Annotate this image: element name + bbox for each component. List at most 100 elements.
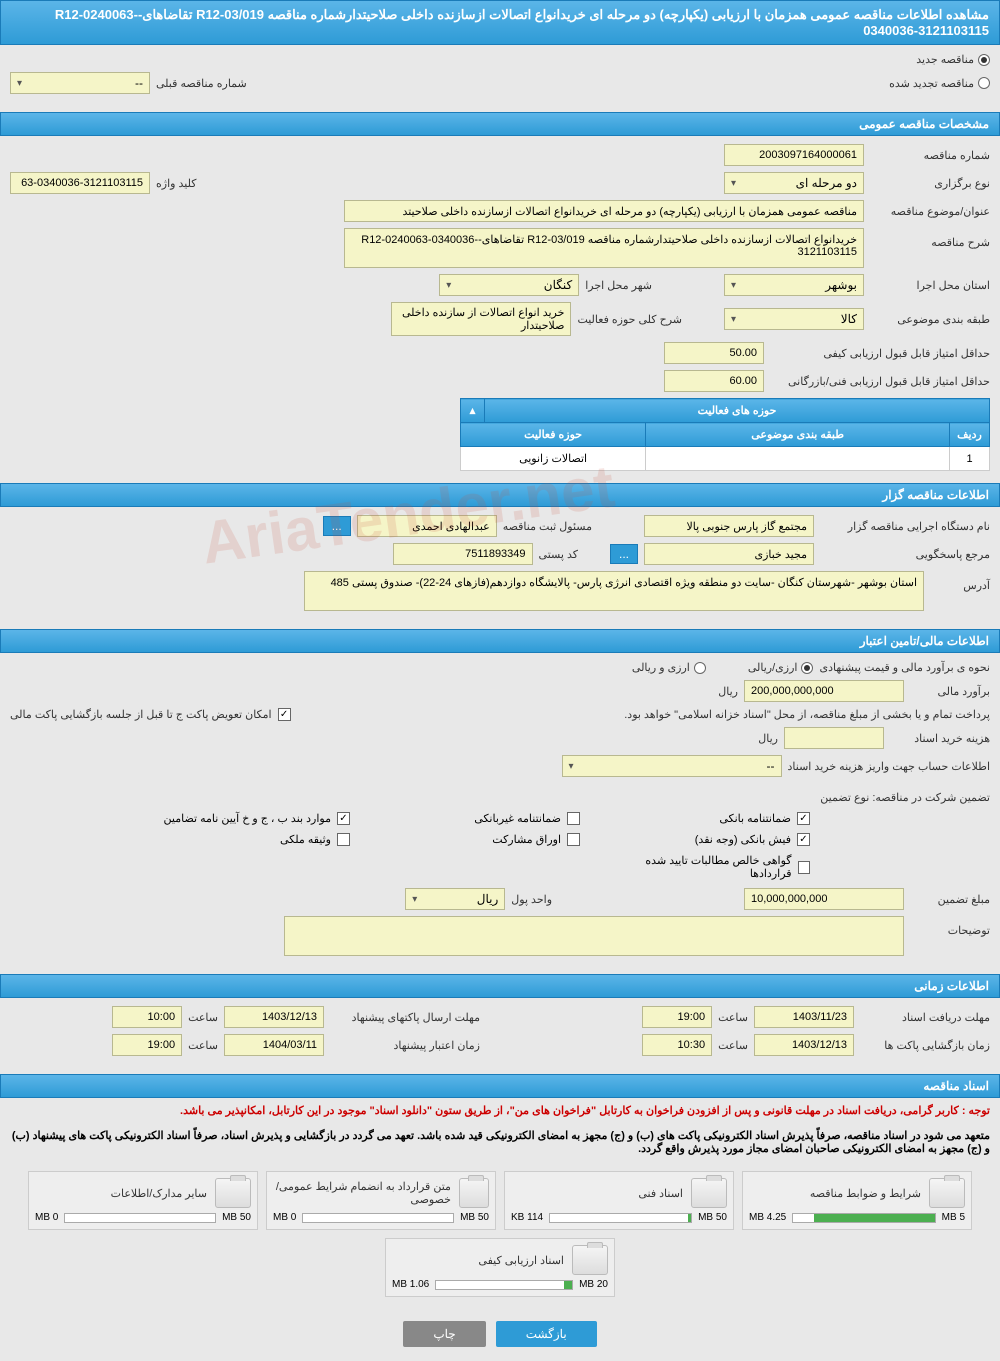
- file-title: سایر مدارک/اطلاعات: [111, 1187, 207, 1200]
- guarantee-amount-label: مبلغ تضمین: [910, 893, 990, 906]
- table-row: 1اتصالات زانویی: [461, 447, 990, 471]
- file-box[interactable]: اسناد ارزیابی کیفی 20 MB 1.06 MB: [385, 1238, 615, 1297]
- province-dropdown[interactable]: بوشهر ▾: [724, 274, 864, 296]
- section-organizer-label: اطلاعات مناقصه گزار: [882, 488, 989, 502]
- file-box[interactable]: سایر مدارک/اطلاعات 50 MB 0 MB: [28, 1171, 258, 1230]
- opening-date: 1403/12/13: [754, 1034, 854, 1056]
- check-items-bpjkh[interactable]: موارد بند ب ، ج و خ آیین نامه تضامین: [150, 812, 350, 825]
- back-button[interactable]: بازگشت: [496, 1321, 597, 1347]
- check-bank-guarantee[interactable]: ضمانتنامه بانکی: [610, 812, 810, 825]
- file-size: 114 KB: [511, 1212, 543, 1223]
- progress-bar: [792, 1213, 935, 1223]
- collapse-icon[interactable]: ▴: [461, 399, 485, 423]
- file-size: 1.06 MB: [392, 1279, 429, 1290]
- swap-checkbox[interactable]: [278, 708, 291, 721]
- warning-2: متعهد می شود در اسناد مناقصه، صرفاً پذیر…: [0, 1123, 1000, 1161]
- account-info-dropdown[interactable]: -- ▾: [562, 755, 782, 777]
- file-max: 50 MB: [460, 1212, 489, 1223]
- category-dropdown[interactable]: کالا ▾: [724, 308, 864, 330]
- activity-scope-label: شرح کلی حوزه فعالیت: [577, 313, 682, 326]
- radio-circle-icon: [801, 662, 813, 674]
- prev-number-dropdown[interactable]: -- ▾: [10, 72, 150, 94]
- city-dropdown[interactable]: کنگان ▾: [439, 274, 579, 296]
- progress-bar: [302, 1213, 454, 1223]
- swap-note-label: امکان تعویض پاکت ج تا قبل از جلسه بازگشا…: [10, 708, 272, 721]
- file-title: شرایط و ضوابط مناقصه: [810, 1187, 921, 1200]
- progress-bar: [435, 1280, 573, 1290]
- chevron-down-icon: ▾: [412, 894, 417, 905]
- postal-code-field: 7511893349: [393, 543, 533, 565]
- radio-circle-icon: [694, 662, 706, 674]
- file-max: 50 MB: [698, 1212, 727, 1223]
- keyword-field: 63-0340036-3121103115: [10, 172, 150, 194]
- currency-unit-label: واحد پول: [511, 893, 552, 906]
- doc-cost-label: هزینه خرید اسناد: [890, 732, 990, 745]
- exec-device-field: مجتمع گاز پارس جنوبی پالا: [644, 515, 814, 537]
- estimate-unit: ریال: [718, 685, 738, 698]
- new-tender-label: مناقصه جدید: [916, 53, 974, 66]
- activity-table: حوزه های فعالیت ▴ ردیف طبقه بندی موضوعی …: [460, 398, 990, 471]
- holding-type-dropdown[interactable]: دو مرحله ای ▾: [724, 172, 864, 194]
- registrar-lookup-button[interactable]: ...: [323, 516, 351, 536]
- check-contract-receivables[interactable]: گواهی خالص مطالبات تایید شده قراردادها: [610, 854, 810, 880]
- doc-deadline-date: 1403/11/23: [754, 1006, 854, 1028]
- send-deadline-time: 10:00: [112, 1006, 182, 1028]
- doc-cost-unit: ریال: [758, 732, 778, 745]
- doc-cost-field[interactable]: [784, 727, 884, 749]
- file-box[interactable]: شرایط و ضوابط مناقصه 5 MB 4.25 MB: [742, 1171, 972, 1230]
- folder-icon: [215, 1178, 251, 1208]
- check-property-deed[interactable]: وثیقه ملکی: [150, 833, 350, 846]
- radio-both[interactable]: ارزی و ریالی: [632, 661, 706, 674]
- file-size: 0 MB: [273, 1212, 296, 1223]
- activity-table-title: حوزه های فعالیت: [485, 399, 990, 423]
- check-nonbank-guarantee[interactable]: ضمانتنامه غیربانکی: [380, 812, 580, 825]
- file-box[interactable]: اسناد فنی 50 MB 114 KB: [504, 1171, 734, 1230]
- file-box[interactable]: متن قرارداد به انضمام شرایط عمومی/خصوصی …: [266, 1171, 496, 1230]
- currency-unit-dropdown[interactable]: ریال ▾: [405, 888, 505, 910]
- radio-renewed-tender[interactable]: مناقصه تجدید شده: [889, 77, 990, 90]
- estimate-label: برآورد مالی: [910, 685, 990, 698]
- file-size: 4.25 MB: [749, 1212, 786, 1223]
- folder-icon: [691, 1178, 727, 1208]
- chevron-down-icon: ▾: [17, 78, 22, 89]
- payment-note: پرداخت تمام و یا بخشی از مبلغ مناقصه، از…: [624, 708, 990, 721]
- file-grid: شرایط و ضوابط مناقصه 5 MB 4.25 MB اسناد …: [0, 1161, 1000, 1307]
- radio-circle-icon: [978, 54, 990, 66]
- validity-date: 1404/03/11: [224, 1034, 324, 1056]
- radio-new-tender[interactable]: مناقصه جدید: [916, 53, 990, 66]
- file-title: متن قرارداد به انضمام شرایط عمومی/خصوصی: [273, 1180, 451, 1206]
- tender-number-label: شماره مناقصه: [870, 149, 990, 162]
- section-timing: اطلاعات زمانی: [0, 974, 1000, 998]
- guarantee-amount-field: 10,000,000,000: [744, 888, 904, 910]
- activity-scope-field: خرید انواع اتصالات از سازنده داخلی صلاحی…: [391, 302, 571, 336]
- province-label: استان محل اجرا: [870, 279, 990, 292]
- subject-field: مناقصه عمومی همزمان با ارزیابی (یکپارچه)…: [344, 200, 864, 222]
- keyword-label: کلید واژه: [156, 177, 196, 190]
- check-participation-bonds[interactable]: اوراق مشارکت: [380, 833, 580, 846]
- description-field: خریدانواع اتصالات ازسازنده داخلی صلاحیتد…: [344, 228, 864, 268]
- check-bank-receipt[interactable]: فیش بانکی (وجه نقد): [610, 833, 810, 846]
- prev-number-label: شماره مناقصه قبلی: [156, 77, 247, 90]
- validity-time: 19:00: [112, 1034, 182, 1056]
- notes-field[interactable]: [284, 916, 904, 956]
- exec-device-label: نام دستگاه اجرایی مناقصه گزار: [820, 520, 990, 533]
- file-max: 20 MB: [579, 1279, 608, 1290]
- description-label: شرح مناقصه: [870, 228, 990, 249]
- renewed-tender-label: مناقصه تجدید شده: [889, 77, 974, 90]
- col-activity: حوزه فعالیت: [461, 423, 646, 447]
- file-size: 0 MB: [35, 1212, 58, 1223]
- min-tech-field: 60.00: [664, 370, 764, 392]
- holding-type-label: نوع برگزاری: [870, 177, 990, 190]
- print-button[interactable]: چاپ: [403, 1321, 485, 1347]
- folder-icon: [929, 1178, 965, 1208]
- opening-time: 10:30: [642, 1034, 712, 1056]
- section-organizer: اطلاعات مناقصه گزار: [0, 483, 1000, 507]
- responder-lookup-button[interactable]: ...: [610, 544, 638, 564]
- chevron-down-icon: ▾: [731, 314, 736, 325]
- postal-code-label: کد پستی: [539, 548, 578, 561]
- chevron-down-icon: ▾: [446, 280, 451, 291]
- radio-circle-icon: [978, 77, 990, 89]
- radio-rial[interactable]: ارزی/ریالی: [748, 661, 814, 674]
- min-tech-label: حداقل امتیاز قابل قبول ارزیابی فنی/بازرگ…: [770, 375, 990, 388]
- section-documents: اسناد مناقصه: [0, 1074, 1000, 1098]
